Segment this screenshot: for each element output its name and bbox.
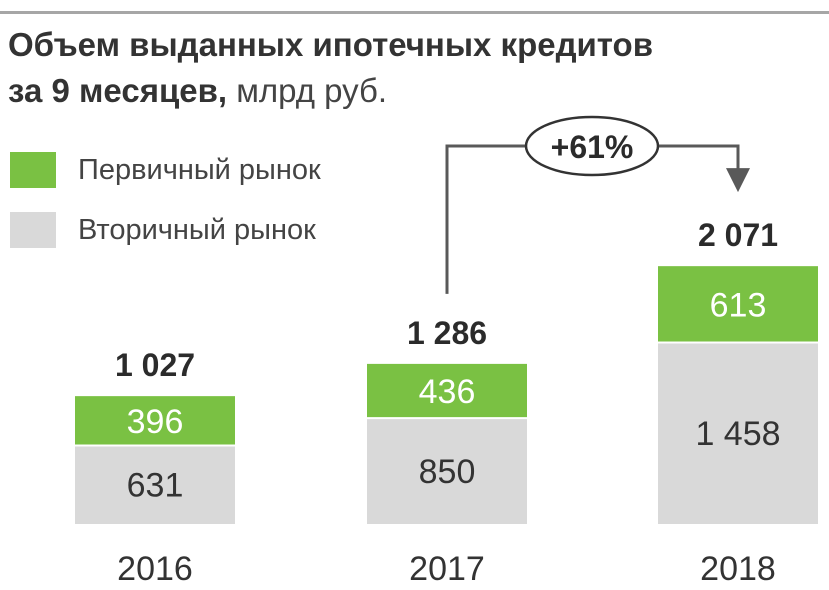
legend-label-secondary: Вторичный рынок [78,213,316,246]
title-unit: млрд руб. [236,72,388,109]
chart-title: Объем выданных ипотечных кредитов за 9 м… [8,22,653,114]
value-label-primary-2018: 613 [710,286,767,324]
x-tick-label-2017: 2017 [409,550,485,588]
x-tick-label-2016: 2016 [117,550,193,588]
bar-secondary-2018 [658,342,818,524]
total-label-2016: 1 027 [115,347,195,383]
bar-secondary-2017 [367,418,527,524]
value-label-primary-2017: 436 [419,373,476,411]
legend-swatch-primary [10,152,56,188]
total-label-2017: 1 286 [407,315,487,351]
value-label-secondary-2017: 850 [419,453,476,491]
growth-badge-label: +61% [551,129,634,165]
top-divider [0,11,829,14]
value-label-secondary-2016: 631 [127,467,184,505]
x-tick-label-2018: 2018 [700,550,776,588]
value-label-primary-2016: 396 [127,403,184,441]
bar-primary-2018 [658,266,818,343]
bar-secondary-2016 [75,445,235,524]
legend-item-primary: Первичный рынок [10,152,321,188]
legend-label-primary: Первичный рынок [78,153,321,186]
total-label-2018: 2 071 [698,217,778,253]
bar-primary-2016 [75,396,235,446]
title-line-1: Объем выданных ипотечных кредитов [8,26,653,63]
legend-swatch-secondary [10,212,56,248]
legend-item-secondary: Вторичный рынок [10,212,316,248]
growth-arrow-head [726,168,750,193]
bar-primary-2017 [367,363,527,419]
growth-badge [524,115,660,177]
value-label-secondary-2018: 1 458 [695,415,780,453]
title-line-2: за 9 месяцев, [8,72,228,109]
